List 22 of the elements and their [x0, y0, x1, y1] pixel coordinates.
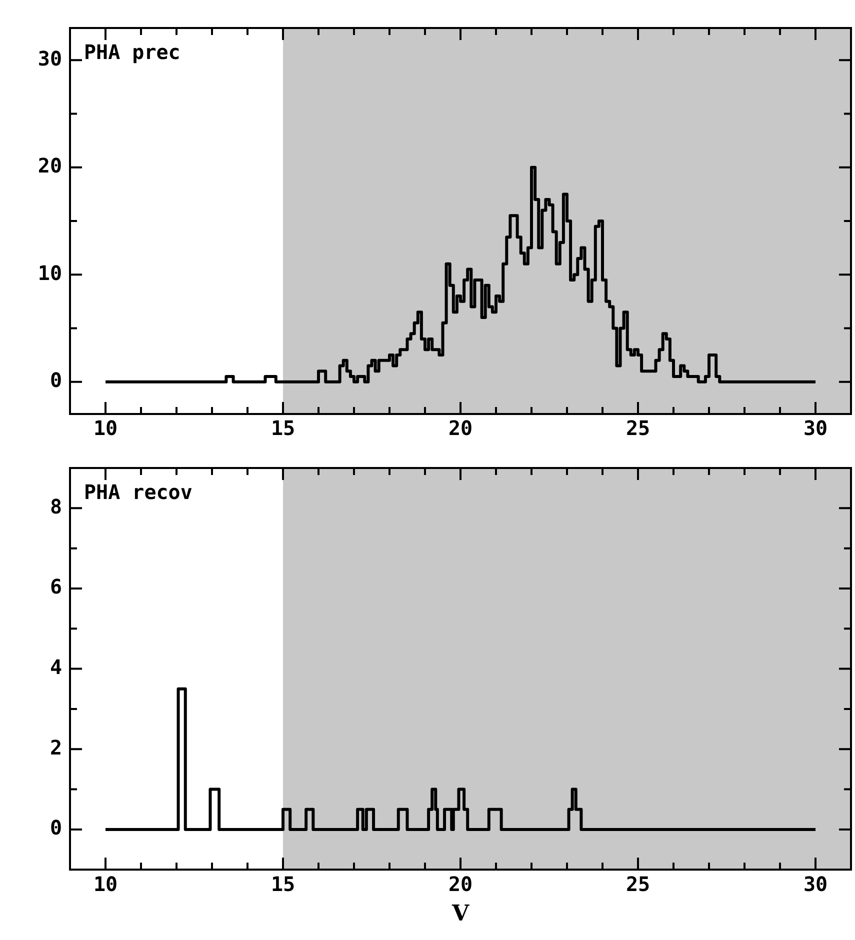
y-tick-label: 6 — [50, 574, 62, 599]
x-tick-label: 15 — [270, 872, 296, 896]
annotation: PHA prec — [84, 40, 180, 64]
x-tick-label: 15 — [270, 416, 296, 440]
y-tick-label: 0 — [50, 816, 62, 840]
x-tick-label: 20 — [448, 872, 473, 896]
y-tick-label: 8 — [50, 494, 62, 518]
y-tick-label: 10 — [38, 260, 62, 285]
annotation: PHA recov — [84, 480, 192, 504]
x-tick-label: 10 — [93, 872, 118, 896]
y-tick-label: 20 — [38, 154, 62, 178]
y-tick-label: 0 — [50, 368, 62, 392]
x-tick-label: 20 — [448, 416, 473, 440]
x-tick-label: 25 — [626, 416, 650, 440]
y-tick-label: 2 — [50, 735, 62, 760]
x-axis-title: V — [450, 900, 470, 927]
x-tick-label: 25 — [626, 872, 650, 896]
x-tick-label: 10 — [93, 416, 118, 440]
y-tick-label: 4 — [50, 655, 62, 680]
x-tick-label: 30 — [803, 872, 828, 896]
y-tick-label: 30 — [38, 46, 62, 70]
x-tick-label: 30 — [803, 416, 828, 440]
